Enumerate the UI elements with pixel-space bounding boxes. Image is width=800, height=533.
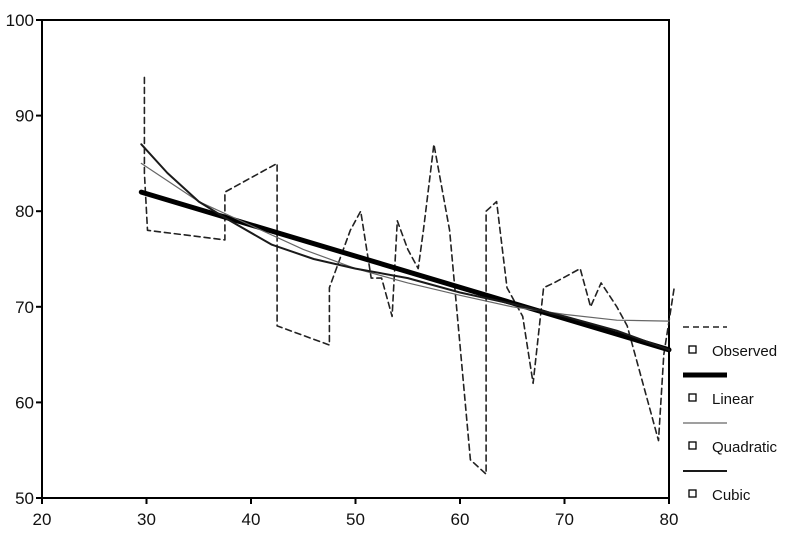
legend-label-cubic: Cubic <box>712 487 751 504</box>
legend-label-linear: Linear <box>712 391 754 408</box>
x-tick-label: 40 <box>242 510 261 529</box>
series-line-linear <box>138 189 672 353</box>
series-line-cubic <box>140 143 670 351</box>
y-axis: 50 60 70 80 90 100 <box>6 11 42 508</box>
x-tick-label: 80 <box>660 510 679 529</box>
plot-frame <box>41 19 670 499</box>
x-tick-label: 50 <box>346 510 365 529</box>
legend: Observed Linear Quadratic Cubic <box>683 326 778 504</box>
series-line-quadratic <box>140 162 670 322</box>
y-tick-label: 50 <box>15 489 34 508</box>
x-axis: 20 30 40 50 60 70 80 <box>33 498 679 529</box>
y-tick-label: 80 <box>15 202 34 221</box>
legend-marker-cubic <box>688 489 697 498</box>
x-tick-label: 20 <box>33 510 52 529</box>
y-tick-label: 90 <box>15 107 34 126</box>
x-tick-label: 60 <box>451 510 470 529</box>
series-line-observed <box>143 76 675 475</box>
x-tick-label: 70 <box>555 510 574 529</box>
legend-marker-observed <box>688 345 697 354</box>
series-layer <box>138 76 675 475</box>
legend-marker-linear <box>688 393 697 402</box>
x-tick-label: 30 <box>137 510 156 529</box>
y-tick-label: 100 <box>6 11 34 30</box>
legend-label-quadratic: Quadratic <box>712 439 778 456</box>
legend-marker-quadratic <box>688 441 697 450</box>
y-tick-label: 60 <box>15 393 34 412</box>
legend-label-observed: Observed <box>712 343 777 360</box>
y-tick-label: 70 <box>15 298 34 317</box>
